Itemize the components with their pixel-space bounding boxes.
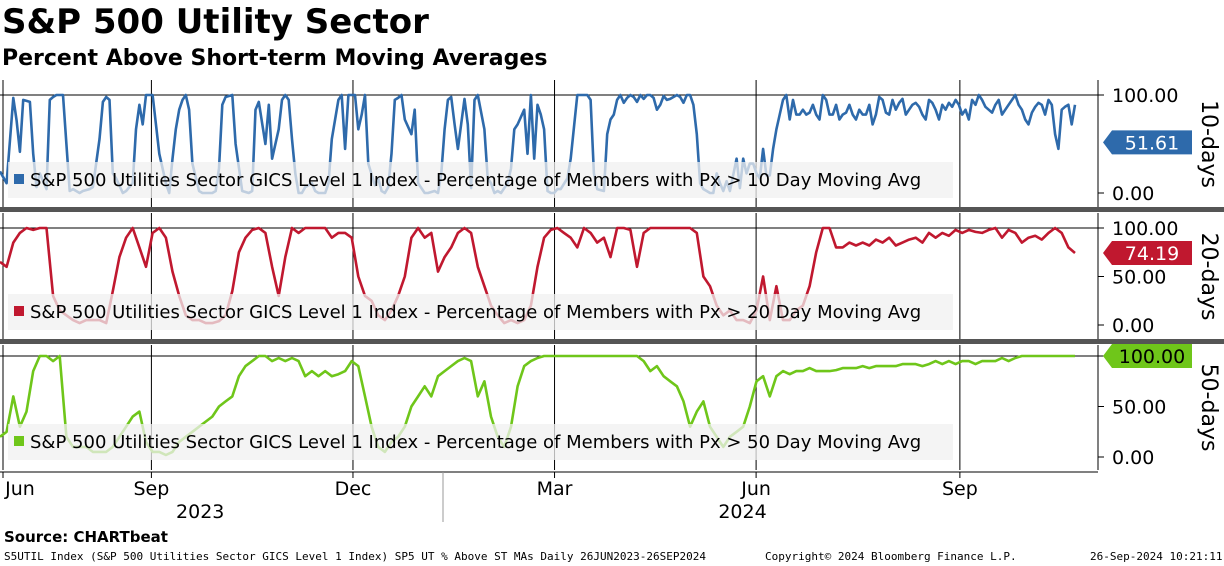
year-label: 2024 xyxy=(718,501,766,523)
y-tick-label: 0.00 xyxy=(1112,315,1154,337)
y-tick-label: 0.00 xyxy=(1112,447,1154,469)
last-value-flag xyxy=(1103,130,1192,155)
legend-swatch xyxy=(14,174,24,184)
legend-label: S&P 500 Utilities Sector GICS Level 1 In… xyxy=(30,432,921,453)
panel-side-label: 10-days xyxy=(1196,100,1221,188)
footer-timestamp: 26-Sep-2024 10:21:11 xyxy=(1090,550,1223,563)
source-note: Source: CHARTbeat xyxy=(4,528,168,546)
x-tick-label: Jun xyxy=(4,478,35,500)
chart-title: S&P 500 Utility Sector xyxy=(2,2,429,42)
last-value-label: 51.61 xyxy=(1125,132,1179,154)
x-tick-label: Mar xyxy=(537,478,573,500)
x-tick-label: Jun xyxy=(740,478,771,500)
panel-separator xyxy=(0,339,1224,344)
panel-side-label: 50-days xyxy=(1196,364,1221,452)
legend-swatch xyxy=(14,306,24,316)
footer-copyright: Copyright© 2024 Bloomberg Finance L.P. xyxy=(765,550,1017,563)
legend-box xyxy=(8,162,953,198)
legend-box xyxy=(8,294,953,330)
last-value-flag xyxy=(1103,344,1192,368)
panel-side-label: 20-days xyxy=(1196,233,1221,321)
last-value-flag xyxy=(1103,241,1192,266)
x-tick-label: Dec xyxy=(335,478,372,500)
footer-description: S5UTIL Index (S&P 500 Utilities Sector G… xyxy=(4,550,706,563)
y-tick-label: 100.00 xyxy=(1112,85,1178,107)
y-tick-label: 100.00 xyxy=(1112,218,1178,240)
x-tick-label: Sep xyxy=(133,478,169,500)
legend-box xyxy=(8,424,953,460)
y-tick-label: 50.00 xyxy=(1112,267,1166,289)
x-tick-label: Sep xyxy=(942,478,978,500)
last-value-label: 74.19 xyxy=(1125,243,1179,265)
y-tick-label: 50.00 xyxy=(1112,397,1166,419)
panel-separator xyxy=(0,207,1224,212)
legend-swatch xyxy=(14,436,24,446)
legend-label: S&P 500 Utilities Sector GICS Level 1 In… xyxy=(30,170,921,191)
year-label: 2023 xyxy=(176,501,224,523)
chart-subtitle: Percent Above Short-term Moving Averages xyxy=(2,46,548,71)
legend-label: S&P 500 Utilities Sector GICS Level 1 In… xyxy=(30,302,921,323)
last-value-label: 100.00 xyxy=(1119,346,1185,368)
y-tick-label: 0.00 xyxy=(1112,183,1154,205)
